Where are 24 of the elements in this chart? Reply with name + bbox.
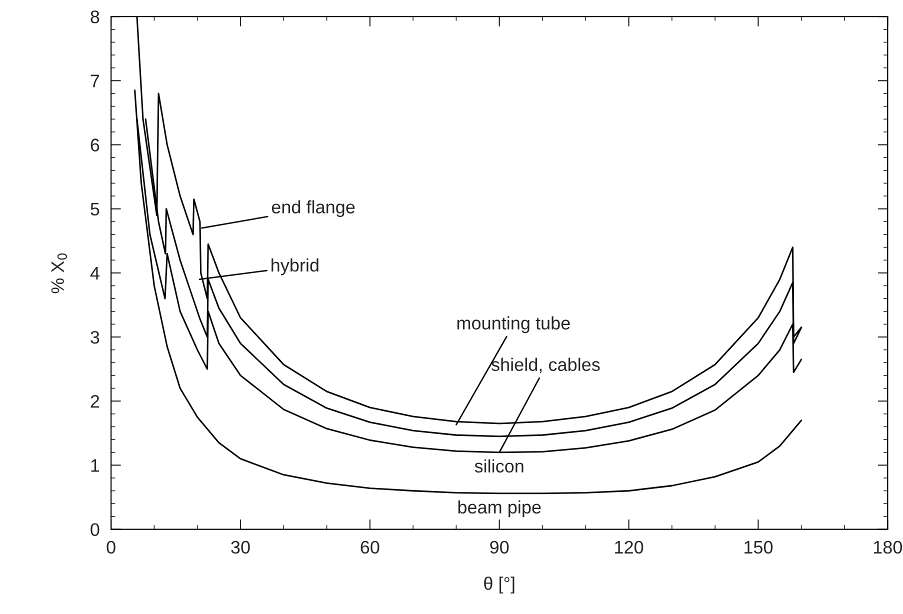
y-tick-label: 8 xyxy=(90,10,100,24)
annotation: beam pipe xyxy=(458,500,541,518)
y-tick-label: 0 xyxy=(90,523,100,536)
annotation: hybrid xyxy=(272,258,318,276)
annotation: mounting tube xyxy=(457,316,570,334)
x-tick-label: 150 xyxy=(744,540,773,554)
x-tick-label: 120 xyxy=(615,540,644,554)
y-tick-label: 7 xyxy=(90,74,100,88)
x-tick-label: 60 xyxy=(360,540,380,554)
y-tick-label: 3 xyxy=(90,330,100,344)
annotation: end flange xyxy=(272,200,355,218)
y-tick-label: 5 xyxy=(90,202,100,216)
annotation: silicon xyxy=(474,459,524,473)
x-tick-label: 30 xyxy=(231,540,250,554)
y-tick-label: 4 xyxy=(90,267,100,280)
y-tick-label: 2 xyxy=(90,395,100,408)
annotation: shield, cables xyxy=(492,358,600,374)
x-axis-title: θ [°] xyxy=(484,576,514,594)
y-tick-label: 6 xyxy=(90,138,100,152)
y-axis-title: % X$_{0}$ xyxy=(51,253,67,294)
x-tick-label: 0 xyxy=(106,540,116,554)
y-tick-label: 1 xyxy=(91,459,100,472)
x-tick-label: 90 xyxy=(490,540,509,554)
x-tick-label: 180 xyxy=(874,540,902,554)
